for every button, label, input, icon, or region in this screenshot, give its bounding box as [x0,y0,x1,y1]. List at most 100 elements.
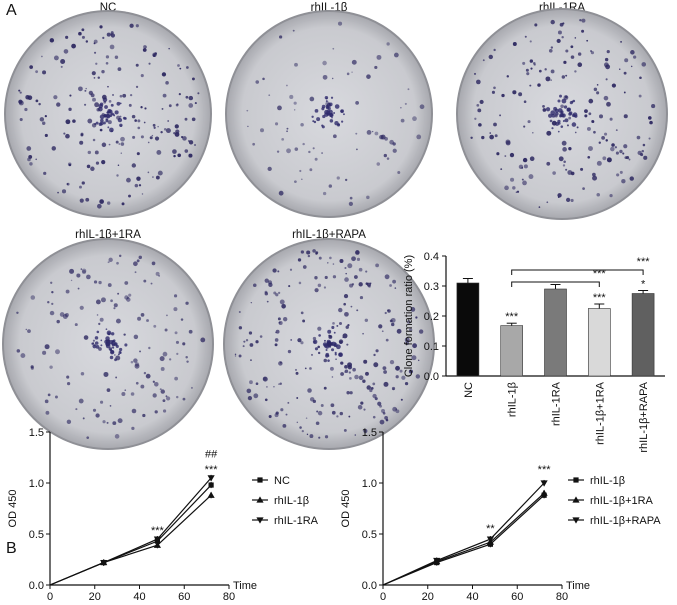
colony [383,370,387,374]
significance-marker: *** [538,464,552,476]
colony [334,353,337,356]
colony [366,385,371,390]
colony [606,157,612,163]
colony [318,334,321,337]
colony [322,191,327,196]
colony [315,421,320,426]
colony [371,130,374,133]
colony [622,152,625,155]
colony [301,429,304,433]
colony [161,107,164,110]
colony [546,201,549,204]
colony [65,119,71,125]
marker-square [573,477,579,483]
colony [364,318,369,322]
colony [287,401,290,404]
colony [366,130,372,135]
colony [354,434,357,436]
colony [176,352,179,355]
colony [376,54,382,60]
colony [94,150,99,155]
colony [344,311,349,317]
colony [557,196,560,198]
colony [642,143,646,147]
colony [44,344,50,350]
colony [391,386,396,391]
colony [302,319,306,323]
colony [155,271,160,276]
colony [529,59,534,63]
colony [356,257,361,261]
colony [532,131,534,134]
colony [630,65,633,68]
colony [29,65,33,69]
colony [182,136,187,141]
colony [44,399,49,404]
colony [509,152,515,158]
colony [341,120,344,123]
colony [293,101,297,105]
bar-y-tick-label: 0.1 [424,341,439,353]
colony [586,126,591,131]
colony [334,121,339,126]
colony [156,150,162,155]
colony [275,293,279,297]
colony [320,404,324,407]
colony [389,359,395,365]
colony [482,59,485,62]
colony [154,136,160,141]
colony [97,203,102,209]
colony [142,48,147,52]
colony [571,122,577,127]
colony [604,57,609,62]
line-y-axis-title: OD 450 [340,490,352,528]
colony [130,392,135,396]
colony [419,104,425,110]
colony [77,287,80,290]
colony [350,305,353,308]
colony [317,410,323,416]
legend-label: rhIL-1RA [274,515,319,527]
colony [590,51,595,55]
colony [565,74,568,77]
colony [552,171,556,175]
colony [347,263,353,269]
colony [566,197,571,203]
colony [152,176,154,178]
colony [182,397,186,401]
colony [331,116,333,119]
colony [332,275,337,279]
colony [399,369,403,373]
colony [106,110,110,114]
colony [273,291,277,295]
colony [117,418,123,424]
colony [315,252,318,255]
colony [400,118,405,123]
colony [53,55,59,61]
colony [252,142,256,146]
colony [542,105,545,108]
colony [140,384,145,389]
colony [564,118,569,123]
colony [412,116,417,122]
colony [354,374,359,380]
line-x-tick-label: 60 [178,591,190,603]
colony [557,99,561,103]
colony [93,39,98,44]
colony [50,281,53,284]
colony [66,375,70,379]
bar-category-label: rhIL-1β [507,382,519,417]
colony [65,35,69,39]
colony [392,148,397,153]
colony [400,398,403,401]
colony [132,135,136,139]
colony [400,106,402,109]
colony [339,322,343,326]
colony [95,121,99,125]
colony [322,114,326,119]
colony [323,386,327,390]
colony [165,128,171,134]
colony [358,267,363,272]
colony [297,338,302,343]
